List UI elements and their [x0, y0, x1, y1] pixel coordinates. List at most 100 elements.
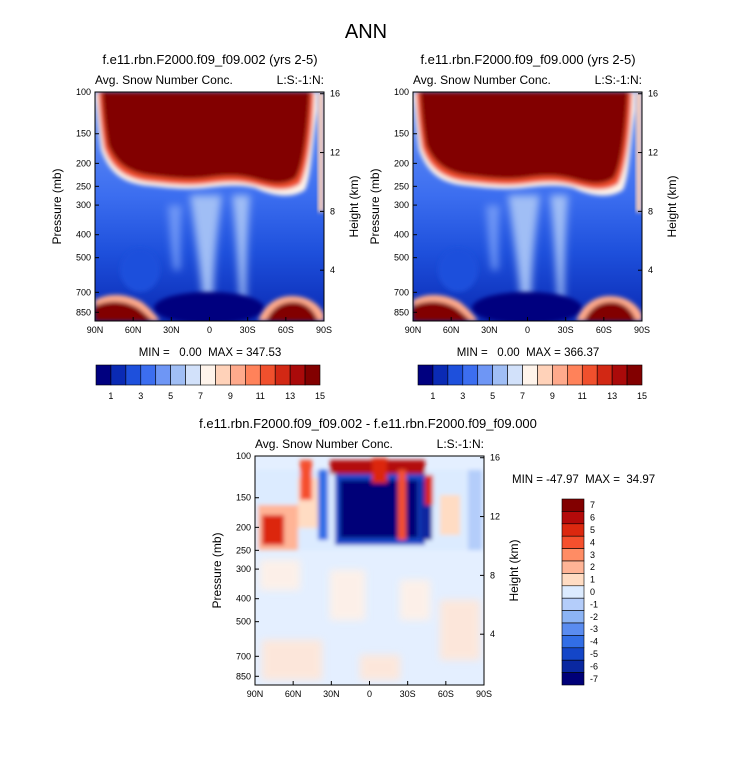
x-tick-label: 90S: [476, 689, 492, 699]
y-tick-label: 700: [76, 287, 91, 297]
y-tick-label: 150: [236, 493, 251, 503]
y-tick-label: 100: [236, 451, 251, 461]
colorbar-label: 5: [490, 391, 495, 401]
colorbar-label: 7: [198, 391, 203, 401]
colorbar-swatch: [230, 364, 246, 386]
y-right-tick-label: 16: [648, 89, 658, 99]
panel-1-colorbar: 1 3 5 7 9 11 13 15: [95, 364, 325, 401]
y-tick-label: 150: [76, 129, 91, 139]
panel-2-field: [413, 92, 642, 321]
y-tick-label: 250: [76, 181, 91, 191]
y-axis-title: Pressure (mb): [368, 168, 382, 244]
y-right-tick-label: 8: [648, 206, 653, 216]
colorbar-swatch: [561, 585, 585, 599]
y-tick-label: 250: [236, 545, 251, 555]
x-tick-label: 30N: [163, 325, 180, 335]
panel-1-right-label: L:S:-1:N:: [277, 73, 324, 87]
colorbar-label: 7: [520, 391, 525, 401]
y-right-tick-label: 16: [490, 453, 500, 463]
colorbar-label: -2: [590, 612, 598, 622]
colorbar-swatch: [561, 635, 585, 649]
y-tick-label: 700: [236, 651, 251, 661]
colorbar-swatch: [626, 364, 643, 386]
y-right-tick-label: 4: [330, 265, 335, 275]
panel-3-colorbar: 7 6 5 4 3 2 1 0 -1 -2 -3 -4 -5 -6 -7: [561, 498, 598, 686]
colorbar-swatch: [274, 364, 291, 386]
y-right-tick-label: 12: [330, 148, 340, 158]
y-tick-label: 500: [236, 617, 251, 627]
x-tick-label: 60S: [438, 689, 454, 699]
y-right-tick-label: 4: [648, 265, 653, 275]
colorbar-swatch: [125, 364, 142, 386]
colorbar-swatch: [110, 364, 127, 386]
y-right-tick-label: 12: [648, 148, 658, 158]
y-tick-label: 400: [76, 230, 91, 240]
y-tick-label: 850: [76, 307, 91, 317]
panel-3-left-label: Avg. Snow Number Conc.: [255, 437, 393, 451]
panel-3-stats: MIN = -47.97 MAX = 34.97: [512, 474, 655, 486]
y-right-tick-label: 4: [490, 629, 495, 639]
colorbar-swatch: [304, 364, 321, 386]
x-tick-label: 60N: [443, 325, 460, 335]
colorbar-label: 13: [607, 391, 617, 401]
x-tick-label: 0: [367, 689, 372, 699]
x-tick-label: 90N: [405, 325, 422, 335]
colorbar-label: 11: [578, 391, 587, 401]
colorbar-swatch: [561, 498, 585, 512]
colorbar-swatch: [561, 610, 585, 624]
y-right-axis-title: Height (km): [347, 175, 361, 237]
colorbar-swatch: [581, 364, 598, 386]
colorbar-label: 1: [590, 575, 595, 585]
y-right-axis-title: Height (km): [507, 539, 521, 601]
colorbar-label: 0: [590, 587, 595, 597]
x-tick-label: 90N: [87, 325, 104, 335]
panel-1-title: f.e11.rbn.F2000.f09_f09.002 (yrs 2-5): [102, 52, 317, 67]
colorbar-label: -4: [590, 637, 598, 647]
x-tick-label: 90N: [247, 689, 264, 699]
x-tick-label: 30N: [481, 325, 498, 335]
colorbar-label: 3: [460, 391, 465, 401]
y-tick-label: 200: [236, 522, 251, 532]
colorbar-swatch: [507, 364, 523, 386]
colorbar-swatch: [259, 364, 276, 386]
y-axis-title: Pressure (mb): [50, 168, 64, 244]
panel-3-right-label: L:S:-1:N:: [437, 437, 484, 451]
colorbar-swatch: [552, 364, 568, 386]
panel-2-left-label: Avg. Snow Number Conc.: [413, 73, 551, 87]
colorbar-swatch: [561, 622, 585, 636]
colorbar-label: 15: [315, 391, 325, 401]
y-tick-label: 850: [394, 307, 409, 317]
colorbar-swatch: [185, 364, 201, 386]
colorbar-swatch: [417, 364, 434, 386]
panel-2-stats: MIN = 0.00 MAX = 366.37: [457, 347, 600, 359]
y-tick-label: 300: [394, 200, 409, 210]
y-tick-label: 300: [76, 200, 91, 210]
colorbar-swatch: [561, 597, 585, 611]
colorbar-label: 15: [637, 391, 647, 401]
colorbar-label: 9: [228, 391, 233, 401]
y-right-axis-title: Height (km): [665, 175, 679, 237]
colorbar-label: 1: [430, 391, 435, 401]
y-tick-label: 250: [394, 181, 409, 191]
y-right-tick-label: 8: [330, 206, 335, 216]
panel-1-left-label: Avg. Snow Number Conc.: [95, 73, 233, 87]
colorbar-label: -3: [590, 624, 598, 634]
y-right-tick-label: 16: [330, 89, 340, 99]
colorbar-swatch: [561, 573, 585, 587]
y-tick-label: 150: [394, 129, 409, 139]
y-right-tick-label: 8: [490, 570, 495, 580]
colorbar-swatch: [596, 364, 613, 386]
panel-3: f.e11.rbn.F2000.f09_f09.002 - f.e11.rbn.…: [199, 416, 655, 699]
y-tick-label: 500: [76, 253, 91, 263]
x-tick-label: 90S: [316, 325, 332, 335]
colorbar-swatch: [561, 511, 585, 525]
colorbar-swatch: [561, 560, 585, 574]
colorbar-swatch: [140, 364, 157, 386]
y-tick-label: 400: [394, 230, 409, 240]
x-tick-label: 30S: [400, 689, 416, 699]
colorbar-label: 3: [590, 550, 595, 560]
y-tick-label: 100: [394, 87, 409, 97]
y-tick-label: 100: [76, 87, 91, 97]
colorbar-swatch: [155, 364, 171, 386]
